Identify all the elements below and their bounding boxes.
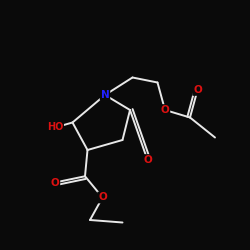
Text: O: O xyxy=(50,178,59,188)
Text: O: O xyxy=(193,85,202,95)
Text: O: O xyxy=(160,105,170,115)
Text: O: O xyxy=(143,155,152,165)
Text: N: N xyxy=(100,90,110,100)
Text: O: O xyxy=(98,192,107,202)
Text: HO: HO xyxy=(47,122,63,132)
